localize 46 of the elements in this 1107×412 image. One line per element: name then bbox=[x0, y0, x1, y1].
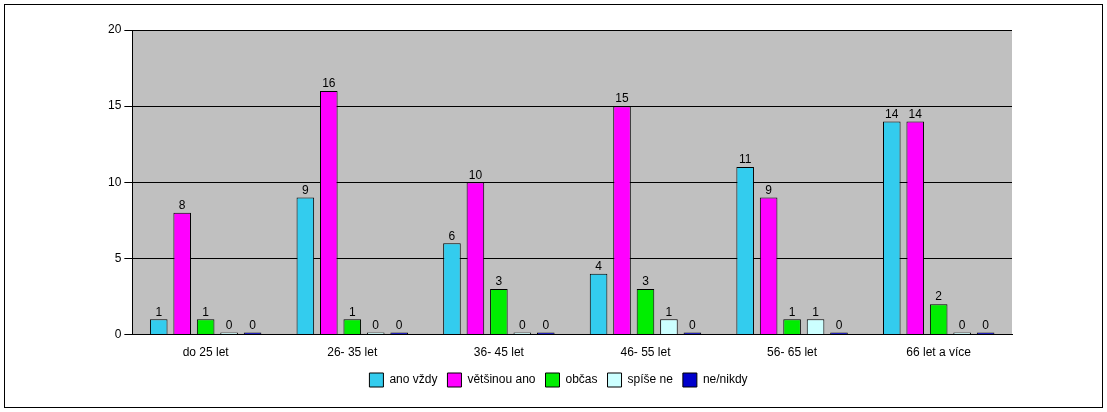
data-label: 9 bbox=[302, 182, 309, 197]
data-label: 1 bbox=[665, 304, 673, 319]
x-tick-label: 46- 55 let bbox=[620, 345, 672, 360]
data-label: 14 bbox=[885, 106, 899, 121]
data-label: 16 bbox=[322, 76, 336, 91]
data-label: 1 bbox=[202, 304, 210, 319]
data-label: 0 bbox=[689, 317, 697, 332]
y-tick-label: 10 bbox=[107, 174, 122, 189]
x-tick-label: 66 let a více bbox=[906, 345, 972, 360]
data-label: 0 bbox=[518, 317, 526, 332]
data-label: 10 bbox=[468, 167, 483, 182]
data-label: 0 bbox=[372, 317, 380, 332]
y-tick-label: 5 bbox=[114, 250, 122, 265]
data-label: 11 bbox=[738, 152, 752, 167]
data-label: 3 bbox=[495, 274, 503, 289]
data-label: 0 bbox=[249, 317, 257, 332]
x-tick-label: 26- 35 let bbox=[327, 345, 378, 360]
data-label: 3 bbox=[642, 274, 650, 289]
data-label: 6 bbox=[448, 228, 456, 243]
x-tick-label: do 25 let bbox=[182, 345, 230, 360]
y-tick-label: 0 bbox=[114, 326, 122, 341]
data-label: 0 bbox=[835, 317, 843, 332]
data-label: 2 bbox=[935, 289, 943, 304]
data-label: 1 bbox=[155, 304, 163, 319]
data-label: 0 bbox=[225, 317, 233, 332]
data-label: 0 bbox=[982, 317, 990, 332]
data-label: 8 bbox=[178, 198, 186, 213]
legend-label: většinou ano bbox=[467, 372, 536, 387]
data-label: 15 bbox=[615, 91, 630, 106]
data-label: 1 bbox=[788, 304, 796, 319]
y-tick-label: 15 bbox=[107, 98, 122, 113]
data-label: 14 bbox=[908, 106, 923, 121]
data-label: 0 bbox=[395, 317, 403, 332]
data-label: 4 bbox=[595, 258, 603, 273]
data-label: 1 bbox=[348, 304, 356, 319]
y-tick-label: 20 bbox=[107, 22, 122, 37]
x-tick-label: 36- 45 let bbox=[473, 345, 525, 360]
legend-label: občas bbox=[565, 372, 598, 387]
legend-label: ano vždy bbox=[389, 372, 438, 387]
data-label: 0 bbox=[542, 317, 550, 332]
data-label: 0 bbox=[958, 317, 966, 332]
data-label: 1 bbox=[812, 304, 820, 319]
legend-label: ne/nikdy bbox=[702, 372, 748, 387]
data-label: 9 bbox=[765, 182, 773, 197]
legend-label: spíše ne bbox=[627, 372, 674, 387]
x-tick-label: 56- 65 let bbox=[767, 345, 818, 360]
